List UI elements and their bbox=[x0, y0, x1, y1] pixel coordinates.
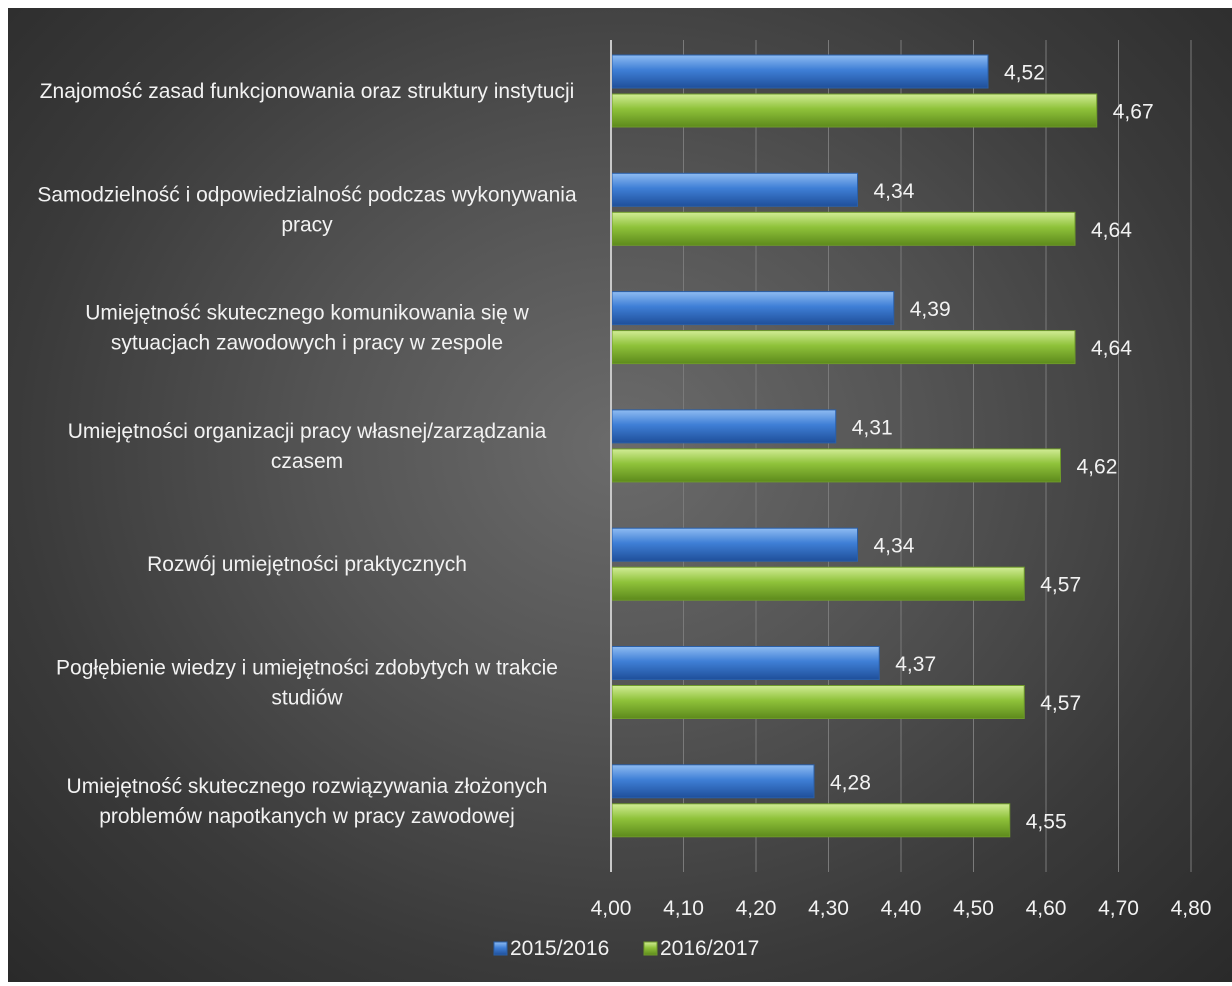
value-axis: 4,00 4,10 4,20 4,30 4,40 4,50 4,60 4,70 4,80 bbox=[591, 40, 1212, 920]
legend-label: 2016/2017 bbox=[660, 937, 759, 960]
data-label: 4,31 bbox=[852, 416, 893, 439]
data-label: 4,34 bbox=[874, 180, 915, 203]
x-tick-label: 4,60 bbox=[1026, 897, 1067, 920]
bar-2016-2017 bbox=[611, 330, 1076, 365]
bar-2015-2016 bbox=[611, 54, 989, 89]
bar-2015-2016 bbox=[611, 409, 837, 444]
data-label: 4,28 bbox=[830, 771, 871, 794]
category-label: Umiejętności organizacji pracy własnej/z… bbox=[68, 420, 547, 473]
bar-2015-2016 bbox=[611, 172, 858, 207]
data-label: 4,52 bbox=[1004, 62, 1045, 85]
data-label: 4,57 bbox=[1040, 574, 1081, 597]
data-label: 4,57 bbox=[1040, 692, 1081, 715]
category-label: Samodzielność i odpowiedzialność podczas… bbox=[37, 183, 577, 236]
x-tick-label: 4,30 bbox=[808, 897, 849, 920]
data-label: 4,34 bbox=[874, 535, 915, 558]
data-label: 4,37 bbox=[895, 653, 936, 676]
bar-2015-2016 bbox=[611, 291, 895, 326]
bar-2016-2017 bbox=[611, 448, 1061, 483]
category-label: Umiejętność skutecznego komunikowania si… bbox=[85, 302, 529, 355]
bar-2016-2017 bbox=[611, 803, 1011, 838]
category-label: Pogłębienie wiedzy i umiejętności zdobyt… bbox=[56, 657, 558, 710]
x-tick-label: 4,80 bbox=[1171, 897, 1212, 920]
bar-2016-2017 bbox=[611, 566, 1025, 601]
bar-2015-2016 bbox=[611, 527, 858, 562]
x-tick-label: 4,10 bbox=[663, 897, 704, 920]
bar-2015-2016 bbox=[611, 646, 880, 680]
bar-2016-2017 bbox=[611, 685, 1025, 719]
legend-swatch bbox=[643, 941, 658, 956]
data-label: 4,39 bbox=[910, 298, 951, 321]
x-tick-label: 4,40 bbox=[881, 897, 922, 920]
category-label: Rozwój umiejętności praktycznych bbox=[147, 553, 467, 576]
category-labels: Znajomość zasad funkcjonowania oraz stru… bbox=[37, 80, 577, 828]
bars: 4,52 4,67 4,34 4,64 4,39 4,64 4,31 4,62 4,34 4,57… bbox=[611, 54, 1154, 838]
category-label: Znajomość zasad funkcjonowania oraz stru… bbox=[40, 80, 575, 103]
bar-2015-2016 bbox=[611, 764, 815, 799]
legend-label: 2015/2016 bbox=[510, 937, 609, 960]
data-label: 4,62 bbox=[1077, 455, 1118, 478]
legend-swatch bbox=[493, 941, 508, 956]
data-label: 4,67 bbox=[1113, 101, 1154, 124]
bar-2016-2017 bbox=[611, 211, 1076, 246]
x-tick-label: 4,20 bbox=[736, 897, 777, 920]
category-label: Umiejętność skutecznego rozwiązywania zł… bbox=[67, 775, 548, 828]
data-label: 4,55 bbox=[1026, 810, 1067, 833]
x-tick-label: 4,00 bbox=[591, 897, 632, 920]
legend: 2015/2016 2016/2017 bbox=[493, 937, 759, 960]
x-tick-label: 4,50 bbox=[953, 897, 994, 920]
data-label: 4,64 bbox=[1091, 219, 1132, 242]
bar-2016-2017 bbox=[611, 93, 1098, 128]
x-tick-label: 4,70 bbox=[1098, 897, 1139, 920]
data-label: 4,64 bbox=[1091, 337, 1132, 360]
